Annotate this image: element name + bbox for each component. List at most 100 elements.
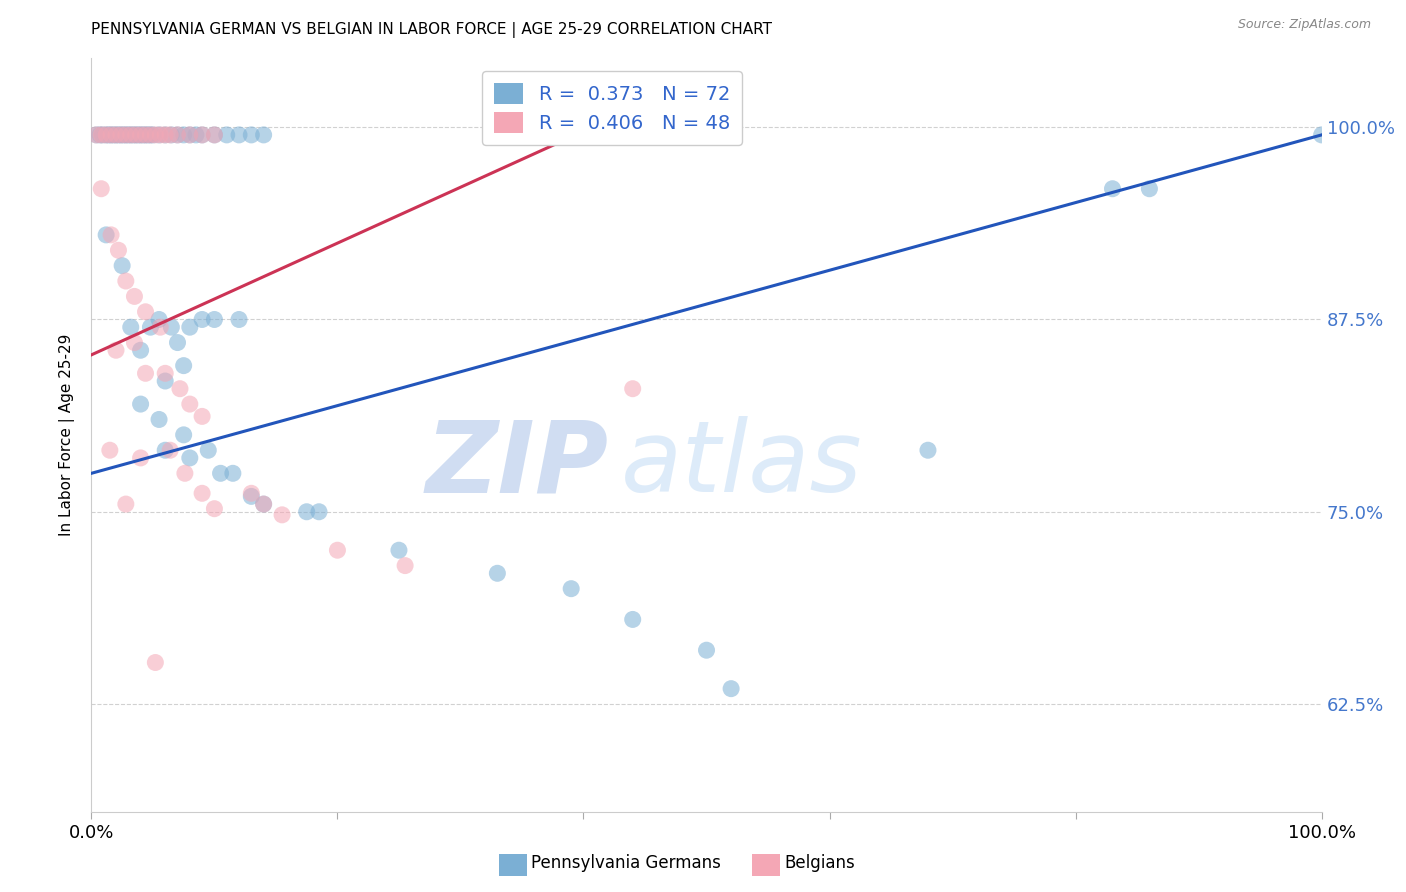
Point: [153, 367, 177, 381]
Point: [621, 612, 644, 626]
Point: [202, 128, 225, 142]
Point: [96, 227, 117, 242]
Point: [153, 128, 177, 142]
Point: [1139, 182, 1161, 196]
Point: [148, 412, 170, 426]
Point: [120, 128, 142, 142]
Point: [114, 128, 138, 142]
Point: [86, 128, 108, 142]
Point: [139, 128, 162, 142]
Point: [149, 128, 172, 142]
Text: ZIP: ZIP: [425, 417, 607, 514]
Point: [253, 497, 276, 511]
Point: [179, 450, 201, 465]
Point: [720, 681, 742, 696]
Point: [100, 128, 122, 142]
Point: [191, 128, 214, 142]
Point: [114, 497, 138, 511]
Point: [228, 128, 250, 142]
Point: [166, 128, 188, 142]
Point: [136, 128, 159, 142]
Point: [149, 320, 172, 334]
Point: [394, 558, 416, 573]
Point: [110, 128, 132, 142]
Point: [159, 128, 181, 142]
Point: [173, 128, 195, 142]
Legend: R =  0.373   N = 72, R =  0.406   N = 48: R = 0.373 N = 72, R = 0.406 N = 48: [482, 71, 742, 145]
Point: [132, 128, 155, 142]
Point: [135, 128, 156, 142]
Point: [169, 382, 191, 396]
Point: [100, 128, 122, 142]
Text: PENNSYLVANIA GERMAN VS BELGIAN IN LABOR FORCE | AGE 25-29 CORRELATION CHART: PENNSYLVANIA GERMAN VS BELGIAN IN LABOR …: [91, 22, 772, 38]
Point: [228, 312, 250, 326]
Point: [202, 312, 225, 326]
Point: [560, 582, 582, 596]
Point: [184, 128, 207, 142]
Point: [124, 289, 146, 303]
Point: [222, 467, 245, 481]
Point: [153, 443, 177, 458]
Point: [103, 128, 125, 142]
Point: [179, 128, 201, 142]
Point: [98, 443, 121, 458]
Point: [129, 128, 152, 142]
Point: [112, 128, 135, 142]
Point: [253, 128, 276, 142]
Point: [142, 128, 165, 142]
Point: [202, 128, 225, 142]
Point: [191, 128, 214, 142]
Point: [191, 409, 214, 424]
Point: [253, 497, 276, 511]
Text: atlas: atlas: [620, 417, 862, 514]
Point: [114, 274, 138, 288]
Y-axis label: In Labor Force | Age 25-29: In Labor Force | Age 25-29: [59, 334, 76, 536]
Point: [166, 335, 188, 350]
Point: [127, 128, 149, 142]
Point: [139, 128, 162, 142]
Point: [179, 128, 201, 142]
Point: [197, 443, 219, 458]
Point: [96, 128, 117, 142]
Point: [107, 244, 129, 258]
Point: [107, 128, 129, 142]
Point: [695, 643, 717, 657]
Point: [120, 320, 142, 334]
Point: [105, 128, 127, 142]
Point: [135, 305, 156, 319]
Point: [148, 312, 170, 326]
Point: [240, 128, 263, 142]
Point: [86, 128, 108, 142]
Text: Belgians: Belgians: [785, 855, 855, 872]
Point: [179, 397, 201, 411]
Point: [295, 505, 318, 519]
Point: [166, 128, 188, 142]
Point: [124, 128, 146, 142]
Point: [117, 128, 139, 142]
Point: [96, 128, 117, 142]
Point: [159, 443, 181, 458]
Point: [129, 343, 152, 358]
Point: [122, 128, 145, 142]
Point: [240, 486, 263, 500]
Point: [120, 128, 142, 142]
Point: [240, 489, 263, 503]
Point: [153, 128, 177, 142]
Point: [215, 128, 238, 142]
Point: [105, 128, 127, 142]
Point: [917, 443, 939, 458]
Point: [124, 335, 146, 350]
Point: [1310, 128, 1333, 142]
Point: [90, 182, 112, 196]
Point: [179, 320, 201, 334]
Point: [308, 505, 330, 519]
Point: [388, 543, 411, 558]
Point: [153, 374, 177, 388]
Point: [173, 359, 195, 373]
Point: [1101, 182, 1123, 196]
Point: [145, 128, 166, 142]
Point: [129, 128, 152, 142]
Point: [91, 128, 114, 142]
Point: [173, 427, 195, 442]
Text: Source: ZipAtlas.com: Source: ZipAtlas.com: [1237, 18, 1371, 31]
